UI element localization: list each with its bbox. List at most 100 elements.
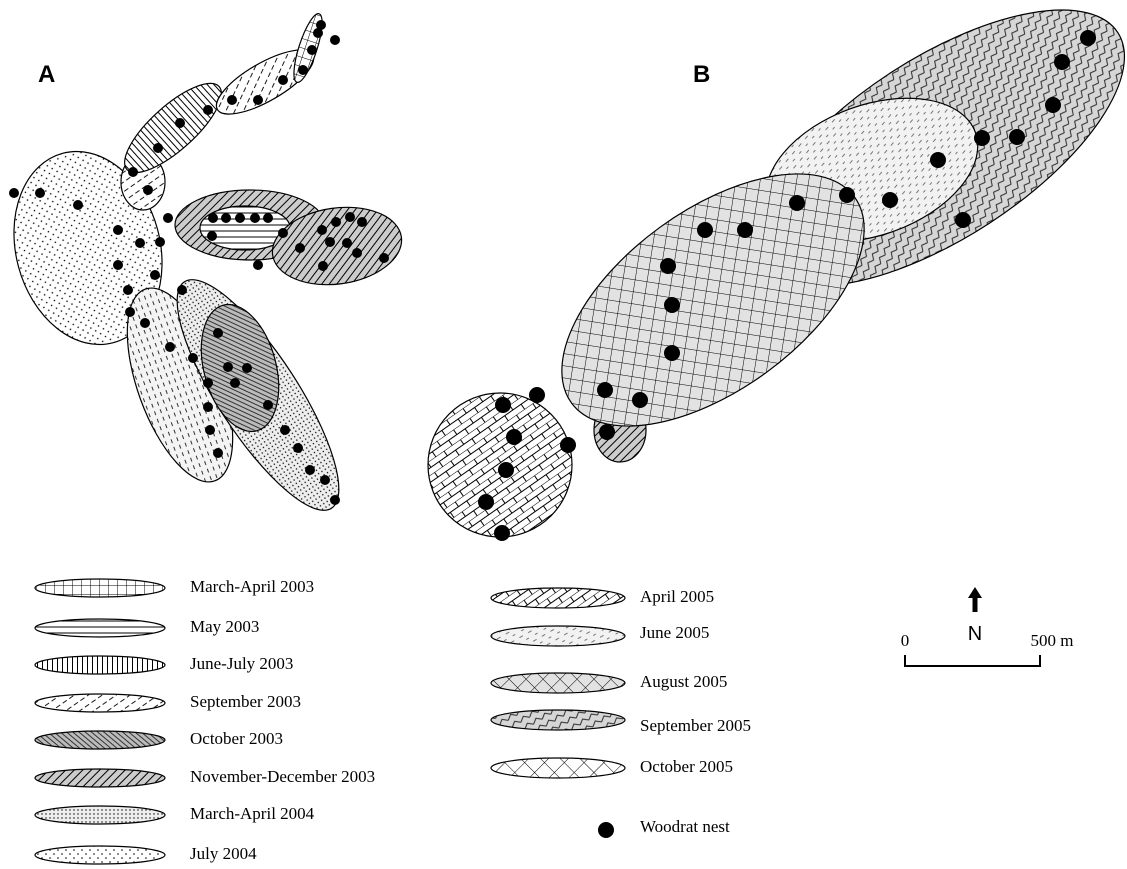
legend-swatch <box>490 757 626 779</box>
legend-swatch <box>34 578 166 598</box>
legend-a: March-April 2003 May 2003 June-July 2003… <box>34 577 375 865</box>
nest <box>203 105 213 115</box>
nest <box>177 285 187 295</box>
legend-b: April 2005 June 2005 August 2005 Septemb… <box>490 587 751 838</box>
legend-swatch <box>490 625 626 647</box>
nest <box>974 130 990 146</box>
nest <box>113 225 123 235</box>
nest <box>560 437 576 453</box>
nest <box>113 260 123 270</box>
nest <box>135 238 145 248</box>
legend-swatch <box>34 805 166 825</box>
nest <box>253 95 263 105</box>
nest <box>342 238 352 248</box>
nest <box>1009 129 1025 145</box>
legend-swatch <box>490 709 626 731</box>
nest <box>882 192 898 208</box>
nest <box>789 195 805 211</box>
legend-label: April 2005 <box>640 587 714 606</box>
nest <box>930 152 946 168</box>
legend-label: September 2005 <box>640 716 751 735</box>
nest <box>143 185 153 195</box>
nest <box>318 261 328 271</box>
legend-label: October 2005 <box>640 757 733 776</box>
scale-line <box>904 655 1041 667</box>
nest <box>235 213 245 223</box>
nest <box>599 424 615 440</box>
nest <box>293 443 303 453</box>
legend-label: November-December 2003 <box>190 767 375 786</box>
legend-label: June-July 2003 <box>190 654 293 673</box>
legend-label: March-April 2004 <box>190 804 315 823</box>
nest <box>35 188 45 198</box>
legend-swatch <box>34 693 166 713</box>
nest <box>175 118 185 128</box>
nest <box>125 307 135 317</box>
legend-label: August 2005 <box>640 672 727 691</box>
nest <box>955 212 971 228</box>
range <box>271 206 403 286</box>
legend-nest <box>598 822 614 838</box>
nest <box>123 285 133 295</box>
scale-label: 500 m <box>1031 631 1074 650</box>
panel-label: A <box>38 61 55 88</box>
nest <box>163 213 173 223</box>
nest <box>188 353 198 363</box>
nest <box>697 222 713 238</box>
nest <box>230 378 240 388</box>
nest <box>307 45 317 55</box>
nest <box>150 270 160 280</box>
nest <box>345 212 355 222</box>
north-arrow: N <box>968 587 982 645</box>
legend-label: May 2003 <box>190 617 259 636</box>
nest <box>208 213 218 223</box>
nest <box>223 362 233 372</box>
nest <box>213 448 223 458</box>
nest <box>379 253 389 263</box>
nest <box>1080 30 1096 46</box>
legend-swatch <box>34 618 166 638</box>
nests <box>9 20 1096 541</box>
nest <box>839 187 855 203</box>
nest <box>317 225 327 235</box>
legend-label: July 2004 <box>190 844 257 863</box>
arrow <box>968 587 982 612</box>
nest <box>250 213 260 223</box>
nest <box>263 400 273 410</box>
panel-a-ranges <box>13 13 403 511</box>
legend-swatch <box>34 655 166 675</box>
nest <box>205 425 215 435</box>
legend-label: October 2003 <box>190 729 283 748</box>
nest <box>1054 54 1070 70</box>
nest <box>242 363 252 373</box>
nest <box>660 258 676 274</box>
legend-swatch <box>34 845 166 865</box>
nest <box>263 213 273 223</box>
legend-swatch <box>34 730 166 750</box>
nest <box>664 297 680 313</box>
nest <box>73 200 83 210</box>
nest <box>352 248 362 258</box>
nest <box>664 345 680 361</box>
nest <box>153 143 163 153</box>
nest <box>478 494 494 510</box>
nest <box>632 392 648 408</box>
nest <box>737 222 753 238</box>
nest <box>213 328 223 338</box>
nest <box>325 237 335 247</box>
nest <box>253 260 263 270</box>
nest <box>330 35 340 45</box>
legend-label: Woodrat nest <box>640 817 730 836</box>
panel-b-ranges <box>427 9 1126 538</box>
nest <box>9 188 19 198</box>
nest <box>1045 97 1061 113</box>
nest <box>330 495 340 505</box>
legend-swatch <box>490 672 626 694</box>
nest <box>128 167 138 177</box>
nest <box>313 28 323 38</box>
nest <box>529 387 545 403</box>
nest <box>316 20 326 30</box>
legend-swatch <box>34 768 166 788</box>
nest <box>165 342 175 352</box>
